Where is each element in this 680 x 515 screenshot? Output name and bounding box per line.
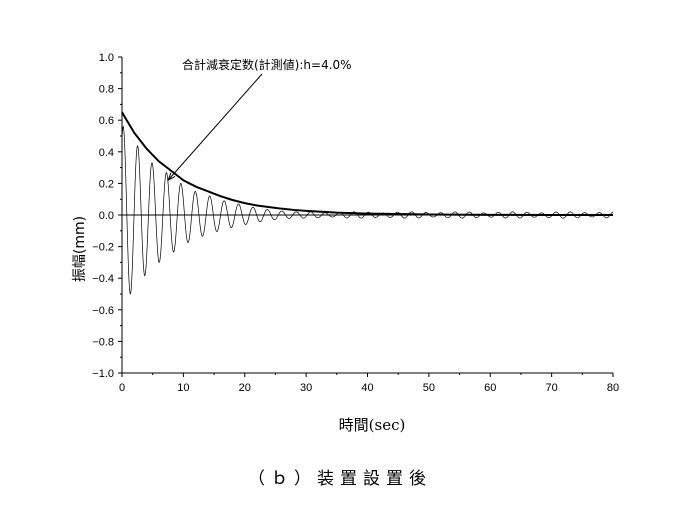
y-axis-label: 振幅(mm) [72, 216, 88, 282]
y-tick-label: −0.4 [92, 273, 114, 285]
x-tick-label: 30 [300, 382, 312, 394]
y-tick-label: −0.2 [92, 242, 114, 254]
oscillation-series [121, 125, 614, 295]
x-tick-label: 10 [177, 382, 189, 394]
x-axis-label: 時間(sec) [339, 416, 406, 434]
y-tick-label: 0.6 [99, 115, 114, 127]
y-tick-label: 0.4 [99, 147, 114, 159]
annotation-label: 合計減衰定数(計測値):h=4.0% [182, 57, 352, 72]
y-tick-label: 0.2 [99, 178, 114, 190]
annotation-arrow-head [167, 172, 176, 182]
x-tick-label: 50 [423, 382, 435, 394]
x-tick-label: 0 [119, 382, 125, 394]
annotation-arrow-line [167, 73, 263, 181]
x-tick-label: 60 [484, 382, 496, 394]
envelope-series [121, 111, 613, 216]
x-tick-label: 70 [546, 382, 558, 394]
y-tick-label: −0.8 [92, 336, 114, 348]
x-axis-ticks: 0 10 20 30 40 50 60 70 80 [119, 373, 619, 394]
x-tick-label: 20 [239, 382, 251, 394]
x-tick-label: 80 [607, 382, 619, 394]
y-tick-label: −1.0 [92, 368, 114, 380]
series-layer [121, 111, 614, 295]
x-tick-label: 40 [361, 382, 373, 394]
y-tick-label: 0.0 [99, 210, 114, 222]
y-tick-label: −0.6 [92, 305, 114, 317]
y-tick-label: 0.8 [99, 84, 114, 96]
annotation-layer [167, 73, 263, 182]
y-tick-label: 1.0 [99, 52, 114, 64]
figure-caption: （ｂ）装置設置後 [248, 469, 432, 489]
y-axis-ticks: −1.0 −0.8 −0.6 −0.4 −0.2 0.0 0.2 0.4 0.6 0.8 1.0 [92, 52, 122, 380]
